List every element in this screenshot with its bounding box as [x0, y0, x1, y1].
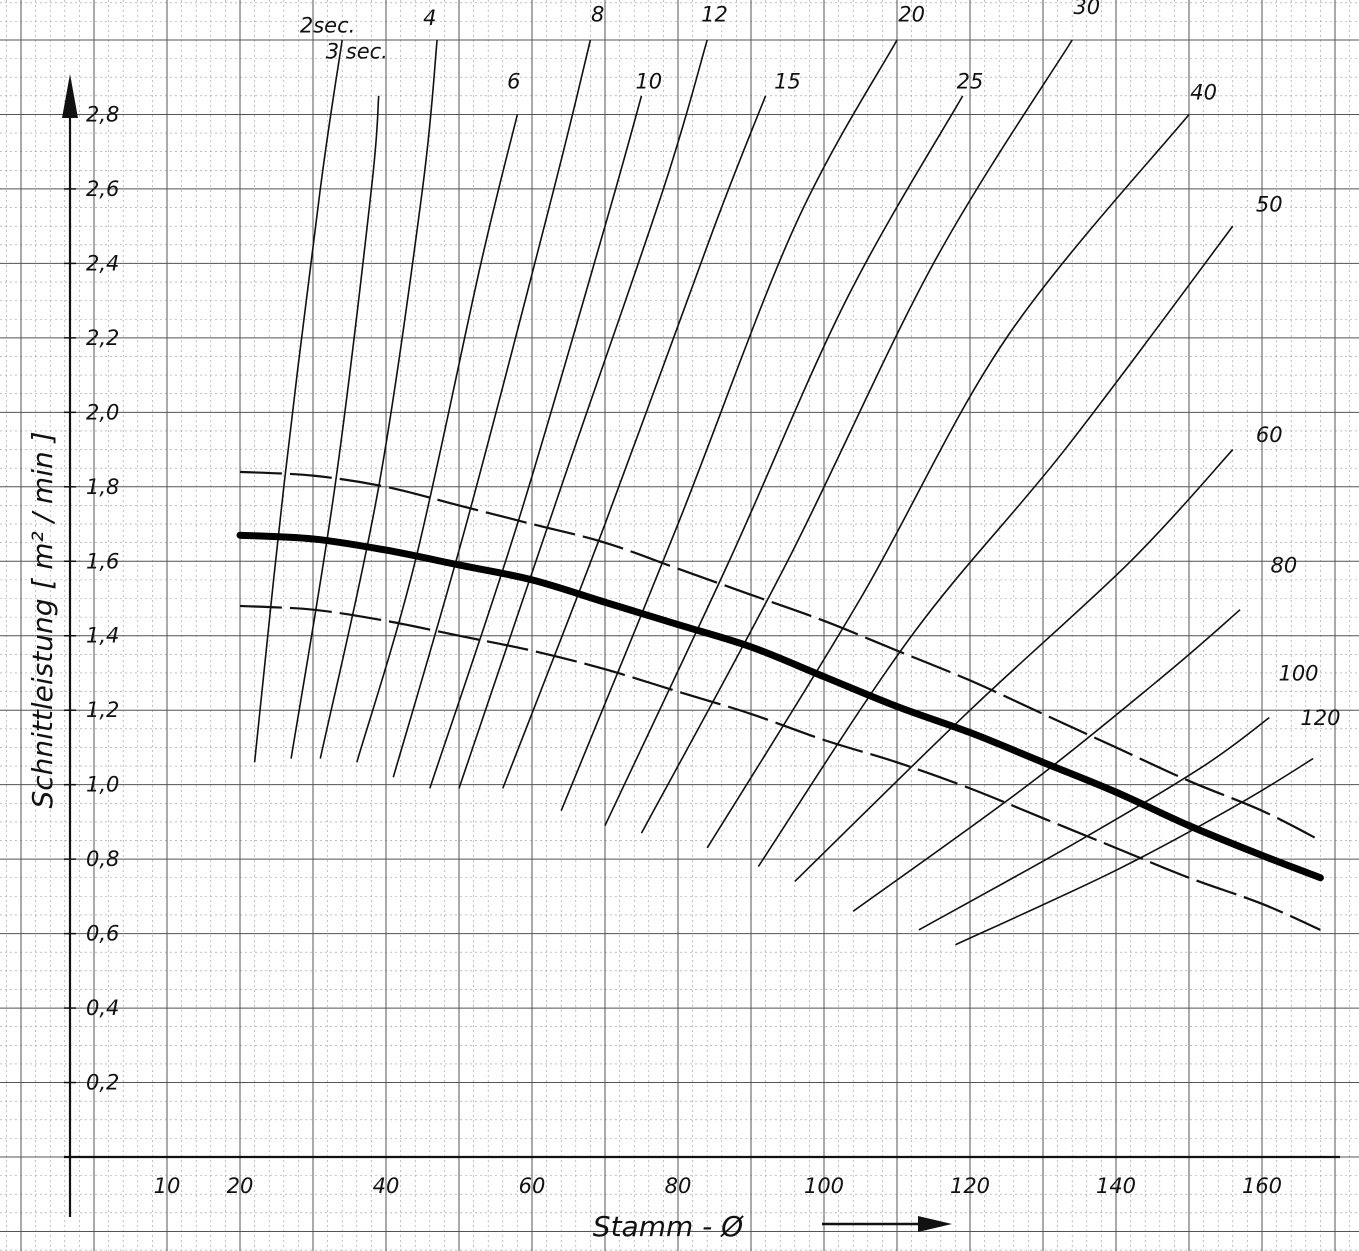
time-curve-line	[392, 39, 592, 778]
time-curve-label: 30	[1073, 0, 1100, 19]
time-curve-label: 12	[701, 2, 728, 26]
time-curve-label: 2sec.	[300, 14, 355, 38]
band-curve-line	[239, 604, 1321, 931]
y-tick-label: 0,8	[86, 847, 119, 871]
axes	[62, 74, 1340, 1217]
time-curve-line	[794, 449, 1234, 883]
tick-labels: 0,2 0,4 0,6 0,8 1,0 1,2 1,4 1,6 1,8 2,0 2,2 2,4 2,6 2…	[64, 102, 1282, 1198]
y-tick-label: 2,8	[86, 102, 119, 126]
y-tick-label: 0,4	[86, 996, 119, 1020]
time-curve-label: 80	[1271, 553, 1298, 577]
x-tick-label: 120	[950, 1174, 990, 1198]
time-curve-label: 15	[774, 69, 801, 93]
time-curve-line	[458, 39, 708, 789]
time-curve-line	[955, 757, 1314, 946]
x-axis-label: Stamm - Ø	[593, 1210, 744, 1243]
y-tick-label: 2,4	[86, 251, 119, 275]
time-curve-label: 3 sec.	[326, 40, 388, 64]
y-tick-label: 2,0	[86, 400, 119, 424]
x-axis-arrow	[822, 1216, 952, 1232]
time-curve-label: 40	[1190, 81, 1217, 105]
x-tick-label: 140	[1096, 1174, 1136, 1198]
time-curve-label: 60	[1256, 423, 1283, 447]
x-tick-label: 160	[1242, 1174, 1282, 1198]
time-curve-line	[560, 39, 898, 812]
y-axis-arrowhead	[62, 74, 78, 118]
time-curve-line	[502, 95, 767, 789]
time-curve-line	[319, 39, 438, 759]
y-tick-label: 0,6	[86, 922, 119, 946]
y-tick-label: 0,2	[86, 1071, 119, 1095]
y-tick-label: 1,2	[86, 698, 119, 722]
time-curve-label: 8	[591, 2, 604, 26]
y-tick-label: 2,2	[86, 326, 119, 350]
main-curve-group	[236, 531, 1324, 882]
x-tick-label: 60	[519, 1174, 546, 1198]
y-tick-label: 1,0	[86, 773, 119, 797]
time-curve-line	[356, 114, 519, 763]
y-tick-label: 1,4	[86, 624, 119, 648]
time-curve-label: 6	[507, 69, 520, 93]
band-curve-line	[239, 470, 1321, 842]
y-axis-label: Schnittleistung [ m² / min ]	[26, 431, 59, 808]
y-tick-label: 2,6	[86, 177, 119, 201]
time-curve-line	[429, 95, 643, 789]
time-curve-line	[706, 113, 1190, 849]
time-curve-line	[640, 39, 1073, 834]
main-curve-line	[236, 531, 1324, 882]
time-curve-line	[290, 95, 380, 759]
time-curve-line	[604, 95, 964, 826]
time-curve-line	[852, 609, 1241, 912]
time-curve-label: 50	[1256, 192, 1283, 216]
time-curve-line	[253, 39, 343, 763]
y-tick-label: 1,6	[86, 549, 119, 573]
time-curve-label: 100	[1278, 661, 1318, 685]
time-curve-label: 10	[635, 69, 662, 93]
time-curve-label: 25	[957, 69, 984, 93]
time-curve-label: 4	[423, 6, 436, 30]
time-curves: 2sec.3 sec. 4 6 8 10 12 15 20 25 30 40 50 60 80 100 120	[253, 0, 1340, 946]
band-curves	[239, 470, 1321, 931]
x-tick-label: 10	[154, 1174, 181, 1198]
time-curve-line	[757, 225, 1234, 868]
time-curve-label: 120	[1300, 706, 1340, 730]
x-tick-label: 20	[227, 1174, 254, 1198]
time-curve-line	[918, 717, 1270, 931]
x-tick-label: 40	[373, 1174, 400, 1198]
time-curve-label: 20	[898, 2, 925, 26]
x-tick-label: 100	[804, 1174, 844, 1198]
y-tick-label: 1,8	[86, 475, 119, 499]
x-tick-label: 80	[665, 1174, 692, 1198]
